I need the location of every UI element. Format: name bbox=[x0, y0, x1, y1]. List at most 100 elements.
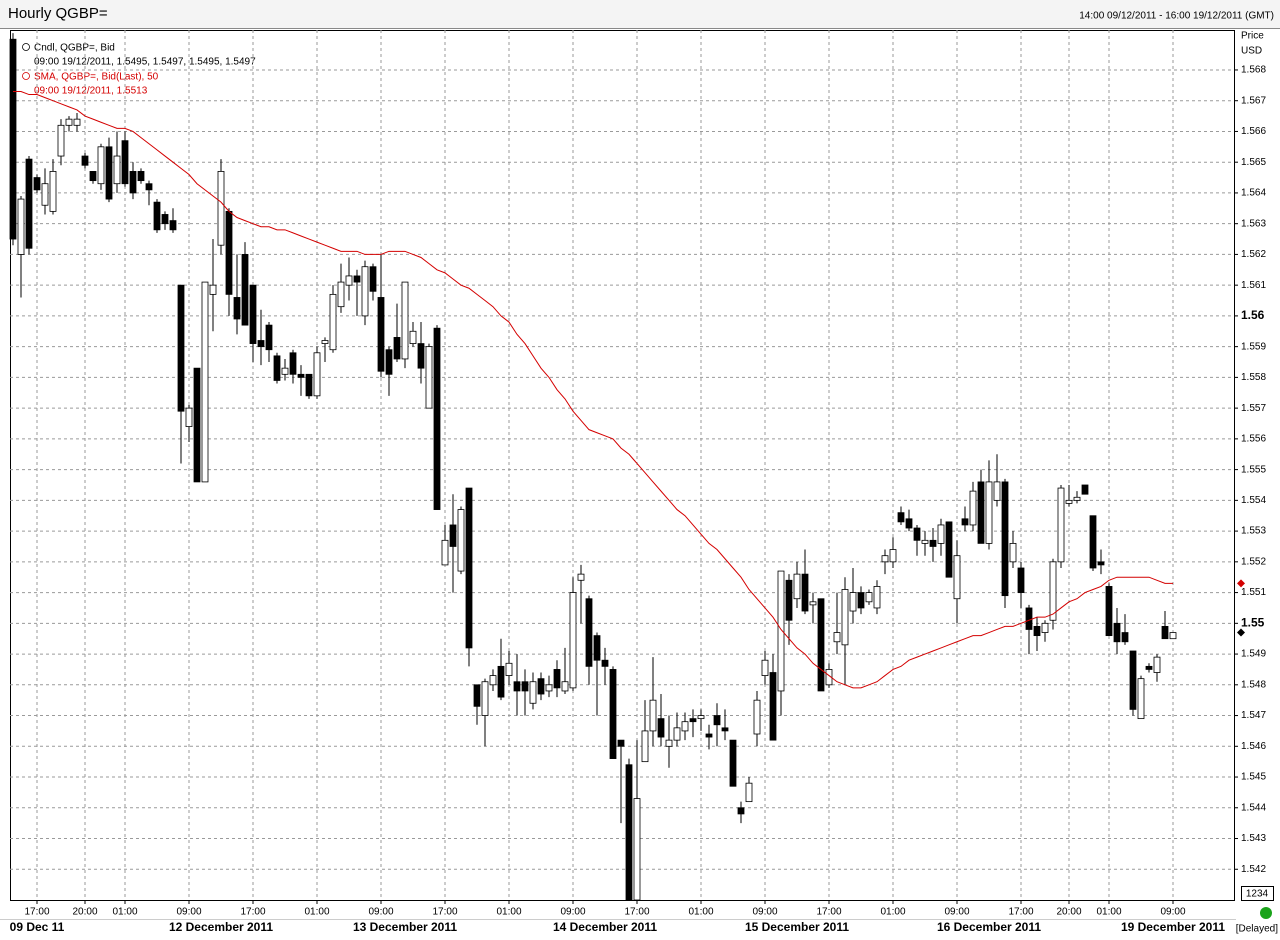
candle-body bbox=[1065, 499, 1073, 504]
candle-body bbox=[865, 592, 873, 603]
candle-body bbox=[1121, 632, 1129, 643]
x-tick-label: 17:00 bbox=[816, 907, 841, 918]
date-label: 14 December 2011 bbox=[553, 920, 657, 934]
candle-body bbox=[209, 284, 217, 295]
y-tick-label: 1.566 bbox=[1241, 126, 1266, 137]
candle-body bbox=[705, 733, 713, 738]
candles bbox=[9, 33, 1177, 901]
candle-body bbox=[537, 678, 545, 695]
candle-body bbox=[985, 481, 993, 544]
date-label: 13 December 2011 bbox=[353, 920, 457, 934]
candle-body bbox=[225, 210, 233, 295]
candle-body bbox=[1001, 481, 1009, 597]
status-light bbox=[1260, 907, 1272, 919]
zoom-label[interactable]: 1234 bbox=[1246, 889, 1269, 900]
legend-label: Cndl, QGBP=, Bid bbox=[34, 43, 115, 54]
candle-body bbox=[665, 739, 673, 747]
y-tick-label: 1.551 bbox=[1241, 587, 1266, 598]
candle-body bbox=[465, 487, 473, 649]
candle-body bbox=[433, 327, 441, 510]
candle-body bbox=[305, 373, 313, 397]
x-tick-label: 09:00 bbox=[176, 907, 201, 918]
candle-body bbox=[593, 635, 601, 661]
candle-body bbox=[681, 721, 689, 732]
y-tick-label: 1.555 bbox=[1241, 464, 1266, 475]
x-tick-label: 09:00 bbox=[368, 907, 393, 918]
candle-body bbox=[825, 669, 833, 686]
candle-body bbox=[1009, 542, 1017, 563]
candle-body bbox=[169, 220, 177, 231]
candle-body bbox=[201, 281, 209, 483]
candle-body bbox=[529, 681, 537, 704]
y-axis-title: Price bbox=[1241, 31, 1264, 42]
date-range: 14:00 09/12/2011 - 16:00 19/12/2011 (GMT… bbox=[1079, 11, 1274, 22]
candle-body bbox=[609, 669, 617, 759]
candle-body bbox=[1137, 678, 1145, 720]
candle-body bbox=[1081, 484, 1089, 495]
x-tick-label: 17:00 bbox=[432, 907, 457, 918]
status-label: [Delayed] bbox=[1236, 924, 1278, 935]
candle-body bbox=[145, 183, 153, 191]
candle-body bbox=[929, 539, 937, 547]
candle-body bbox=[689, 718, 697, 723]
candle-body bbox=[393, 337, 401, 360]
plot-area bbox=[9, 30, 1234, 901]
legend-icon bbox=[22, 72, 30, 80]
candle-body bbox=[233, 297, 241, 320]
candle-body bbox=[721, 727, 729, 732]
y-tick-label: 1.564 bbox=[1241, 188, 1266, 199]
date-label: 12 December 2011 bbox=[169, 920, 273, 934]
candle-body bbox=[641, 730, 649, 763]
candle-body bbox=[65, 118, 73, 126]
candle-body bbox=[105, 146, 113, 200]
candle-body bbox=[417, 343, 425, 369]
candle-body bbox=[17, 198, 25, 255]
candle-body bbox=[1145, 665, 1153, 670]
candle-body bbox=[617, 739, 625, 747]
x-tick-label: 01:00 bbox=[496, 907, 521, 918]
y-tick-label: 1.558 bbox=[1241, 372, 1266, 383]
y-axis-unit: USD bbox=[1241, 46, 1262, 57]
candle-body bbox=[1049, 561, 1057, 621]
zoom-box[interactable] bbox=[1241, 886, 1274, 901]
candle-body bbox=[625, 764, 633, 901]
candle-body bbox=[1017, 567, 1025, 593]
candle-body bbox=[81, 155, 89, 166]
candle-body bbox=[441, 539, 449, 566]
x-tick-label: 09:00 bbox=[560, 907, 585, 918]
y-tick-label: 1.556 bbox=[1241, 434, 1266, 445]
candle-body bbox=[1169, 632, 1177, 640]
candle-body bbox=[1129, 650, 1137, 710]
candle-body bbox=[41, 183, 49, 206]
candle-body bbox=[745, 782, 753, 803]
candle-body bbox=[817, 598, 825, 692]
candle-body bbox=[129, 171, 137, 194]
candle-body bbox=[481, 681, 489, 716]
candle-body bbox=[1161, 625, 1169, 640]
y-tick-label: 1.562 bbox=[1241, 249, 1266, 260]
candle-body bbox=[857, 592, 865, 609]
legend-icon bbox=[22, 43, 30, 51]
candle-body bbox=[369, 266, 377, 292]
y-tick-label: 1.559 bbox=[1241, 341, 1266, 352]
y-tick-label: 1.542 bbox=[1241, 864, 1266, 875]
candle-body bbox=[177, 284, 185, 412]
y-tick-label: 1.544 bbox=[1241, 802, 1266, 813]
candle-body bbox=[281, 367, 289, 375]
candle-body bbox=[849, 592, 857, 612]
candle-body bbox=[993, 481, 1001, 501]
candle-body bbox=[633, 798, 641, 901]
y-tick-label: 1.563 bbox=[1241, 218, 1266, 229]
last-value-marker bbox=[1237, 579, 1245, 588]
plot-frame bbox=[10, 30, 1235, 901]
date-label: 16 December 2011 bbox=[937, 920, 1041, 934]
candle-body bbox=[761, 659, 769, 676]
x-tick-label: 09:00 bbox=[1160, 907, 1185, 918]
candle-body bbox=[561, 681, 569, 692]
candle-body bbox=[785, 579, 793, 621]
candle-body bbox=[449, 524, 457, 547]
candle-body bbox=[513, 681, 521, 692]
candle-body bbox=[921, 539, 929, 544]
y-tick-label: 1.565 bbox=[1241, 157, 1266, 168]
candle-body bbox=[289, 352, 297, 375]
